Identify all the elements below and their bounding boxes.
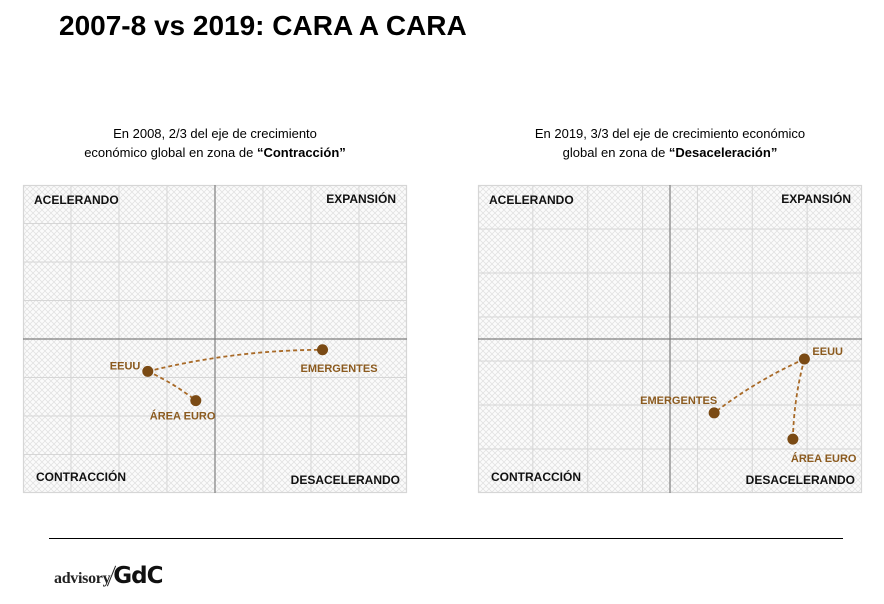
quadrant-label-desacelerando: DESACELERANDO xyxy=(746,473,855,487)
data-label-eeuu: EEUU xyxy=(110,360,141,372)
logo-text-advisory: advisory xyxy=(54,570,111,587)
subtitle-line-1: En 2019, 3/3 del eje de crecimiento econ… xyxy=(534,126,806,141)
data-point--rea-euro xyxy=(190,395,202,407)
data-label-emergentes: EMERGENTES xyxy=(640,395,717,407)
data-label--rea-euro: ÁREA EURO xyxy=(791,452,857,465)
subtitle-line-2-text: global en zona de xyxy=(562,145,669,160)
chart-2019: ACELERANDO EXPANSIÓN CONTRACCIÓN DESACELERA… xyxy=(477,184,863,494)
data-point--rea-euro xyxy=(787,433,799,445)
quadrant-label-contraccion: CONTRACCIÓN xyxy=(36,469,126,484)
connector-line xyxy=(713,358,805,414)
data-point-emergentes xyxy=(708,407,720,419)
page-title: 2007-8 vs 2019: CARA A CARA xyxy=(59,10,467,41)
data-point-eeuu xyxy=(798,353,810,365)
subtitle-line-2-text: económico global en zona de xyxy=(84,145,257,160)
subtitle-emphasis: “Contracción” xyxy=(256,145,346,160)
quadrant-label-acelerando: ACELERANDO xyxy=(489,193,574,207)
connector-line xyxy=(147,348,323,373)
chart-subtitle-2019: En 2019, 3/3 del eje de crecimiento econ… xyxy=(478,124,862,162)
subtitle-line-1: En 2008, 2/3 del eje de crecimiento xyxy=(113,126,317,141)
chart-subtitle-2008: En 2008, 2/3 del eje de crecimiento econ… xyxy=(24,124,406,162)
data-label-eeuu: EEUU xyxy=(812,346,843,358)
footer-divider xyxy=(49,538,843,539)
subtitle-line-2: económico global en zona de “Contracción… xyxy=(24,143,406,162)
quadrant-label-expansion: EXPANSIÓN xyxy=(781,191,851,206)
subtitle-line-2: global en zona de “Desaceleración” xyxy=(478,143,862,162)
data-label-emergentes: EMERGENTES xyxy=(301,363,378,375)
quadrant-label-acelerando: ACELERANDO xyxy=(34,193,119,207)
data-point-eeuu xyxy=(142,365,154,377)
connector-line xyxy=(791,358,806,440)
quadrant-label-contraccion: CONTRACCIÓN xyxy=(491,469,581,484)
logo-text-gdc: GdC xyxy=(113,563,163,589)
quadrant-label-desacelerando: DESACELERANDO xyxy=(291,473,400,487)
chart-2008: ACELERANDO EXPANSIÓN CONTRACCIÓN DESACELERA… xyxy=(22,184,408,494)
data-label--rea-euro: ÁREA EURO xyxy=(150,410,216,423)
quadrant-label-expansion: EXPANSIÓN xyxy=(326,191,396,206)
data-point-emergentes xyxy=(317,344,329,356)
advisory-gdc-logo: advisory GdC xyxy=(54,563,164,589)
subtitle-emphasis: “Desaceleración” xyxy=(668,145,778,160)
